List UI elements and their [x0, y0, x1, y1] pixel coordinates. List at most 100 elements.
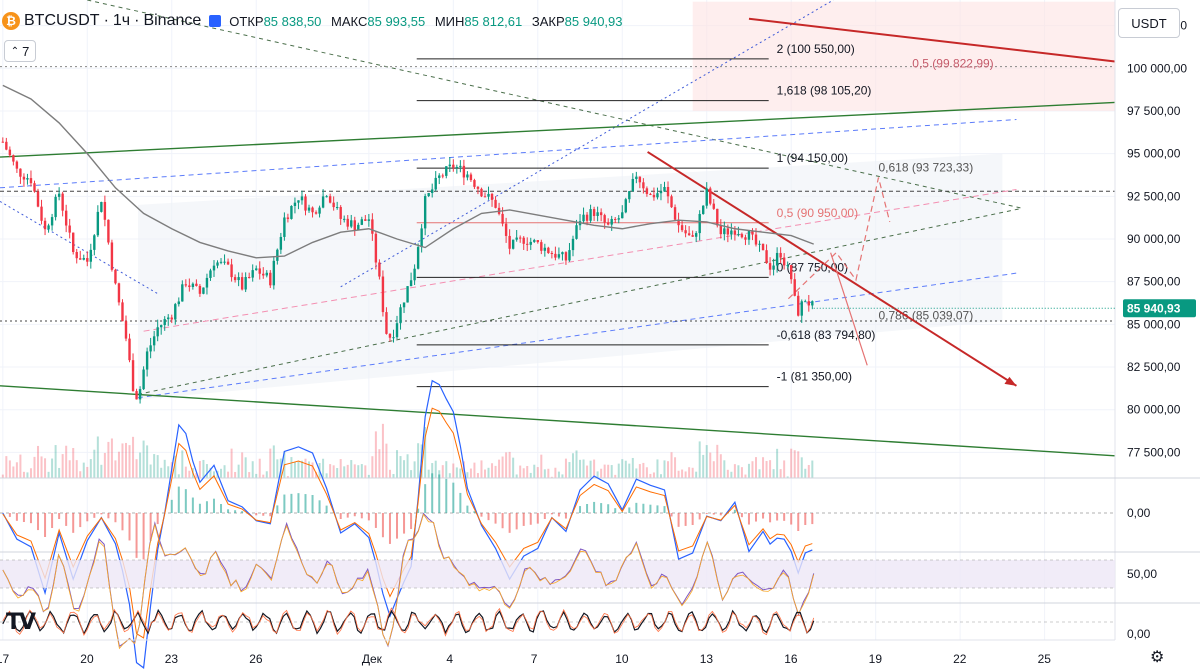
candle-body	[300, 196, 304, 201]
macd-histogram-bar	[65, 513, 68, 526]
volume-bar	[501, 456, 504, 478]
candle-body	[406, 286, 409, 303]
volume-bar	[596, 471, 599, 478]
candle-body	[325, 196, 328, 198]
candle-body	[554, 253, 557, 258]
macd-histogram-bar	[121, 513, 124, 531]
volume-bar	[677, 470, 680, 478]
candle-body	[445, 166, 448, 176]
candle-body	[138, 389, 142, 400]
macd-histogram-bar	[797, 513, 800, 531]
macd-histogram-bar	[177, 486, 180, 513]
candle-body	[466, 174, 469, 178]
volume-bar	[445, 461, 448, 478]
volume-bar	[198, 460, 201, 478]
candle-body	[103, 201, 107, 220]
volume-bar	[642, 462, 645, 478]
volume-bar	[663, 460, 666, 478]
candle-body	[434, 177, 437, 190]
flag-icon[interactable]	[209, 15, 222, 27]
candle-body	[719, 225, 723, 235]
candle-body	[409, 280, 413, 287]
time-axis-label: 7	[531, 652, 538, 666]
gear-icon[interactable]: ⚙	[1150, 649, 1165, 666]
macd-histogram-bar	[621, 512, 624, 513]
macd-histogram-bar	[149, 513, 152, 541]
macd-histogram-bar	[593, 501, 596, 513]
volume-bar	[371, 456, 374, 478]
volume-bar	[526, 465, 529, 478]
macd-histogram-bar	[691, 513, 694, 525]
candle-body	[476, 186, 480, 189]
fib-level-label: 1 (94 150,00)	[777, 151, 848, 165]
volume-bar	[103, 452, 106, 478]
macd-histogram-bar	[494, 513, 497, 524]
volume-bar	[399, 456, 402, 478]
volume-bar	[723, 460, 726, 478]
candle-body	[663, 186, 666, 192]
candle-body	[733, 230, 737, 235]
indicators-toggle-button[interactable]: ⌃ 7	[4, 40, 36, 62]
moving-average-line	[2, 84, 814, 259]
volume-bar	[181, 450, 184, 478]
volume-bar	[804, 468, 807, 478]
candle-body	[768, 263, 772, 270]
candle-body	[367, 219, 371, 221]
candle-body	[540, 242, 543, 251]
volume-bar	[160, 467, 163, 478]
volume-bar	[205, 464, 208, 478]
candle-body	[226, 261, 230, 265]
macd-histogram-bar	[600, 503, 603, 513]
candle-body	[15, 161, 19, 169]
volume-bar	[413, 461, 416, 478]
volume-bar	[614, 474, 617, 478]
volume-bar	[107, 441, 110, 478]
volume-bar	[564, 458, 567, 478]
time-axis-label: 20	[80, 652, 94, 666]
macd-histogram-bar	[396, 513, 399, 539]
candle-body	[670, 196, 673, 208]
macd-histogram-bar	[388, 513, 391, 544]
candle-body	[568, 250, 571, 261]
macd-histogram-bar	[184, 489, 187, 513]
price-axis-tick-label: 95 000,00	[1127, 147, 1181, 161]
volume-bar	[360, 464, 363, 478]
volume-bar	[184, 466, 187, 478]
volume-bar	[22, 471, 25, 478]
candle-body	[26, 178, 29, 180]
candle-body	[575, 225, 578, 239]
currency-button[interactable]: USDT	[1118, 8, 1180, 38]
candle-body	[159, 325, 163, 328]
time-axis-label: 26	[249, 652, 263, 666]
candle-body	[212, 265, 216, 271]
volume-bar	[241, 452, 244, 478]
macd-histogram-bar	[564, 513, 567, 519]
candle-body	[772, 265, 775, 270]
symbol-name[interactable]: BTCUSDT	[24, 12, 100, 29]
volume-bar	[434, 460, 437, 478]
candle-body	[181, 284, 184, 302]
candle-body	[547, 247, 550, 253]
macd-histogram-bar	[417, 508, 420, 513]
interval-label[interactable]: 1ч	[112, 12, 131, 29]
volume-bar	[758, 469, 761, 478]
volume-bar	[51, 458, 54, 478]
macd-histogram-bar	[473, 511, 476, 513]
volume-bar	[8, 460, 11, 478]
macd-histogram-bar	[424, 484, 427, 513]
volume-bar	[202, 459, 205, 478]
macd-histogram-bar	[642, 503, 645, 513]
macd-histogram-bar	[304, 494, 307, 513]
pattern-zone	[137, 153, 1003, 400]
macd-histogram-bar	[557, 513, 560, 517]
volume-bar	[600, 468, 603, 478]
volume-bar	[290, 457, 293, 478]
volume-bar	[353, 464, 356, 478]
macd-histogram-bar	[452, 482, 455, 513]
volume-bar	[258, 458, 261, 478]
volume-bar	[466, 472, 469, 478]
price-axis-tick-label: 97 500,00	[1127, 104, 1181, 118]
volume-bar	[406, 454, 409, 478]
candle-body	[205, 277, 209, 288]
